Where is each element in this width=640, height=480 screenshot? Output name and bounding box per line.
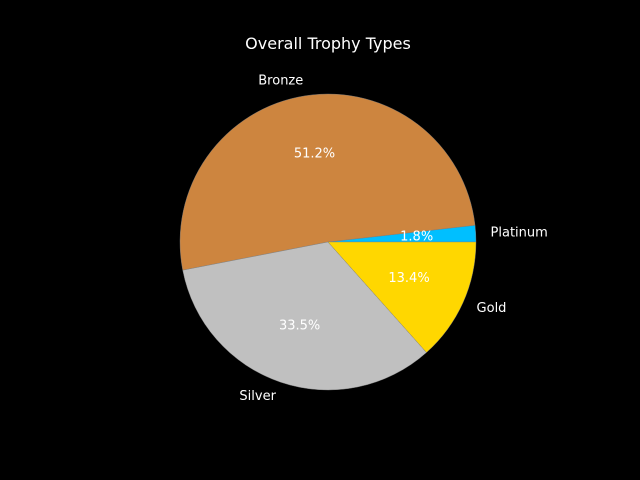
slice-percent-platinum: 1.8% <box>400 229 433 244</box>
slice-label-gold: Gold <box>477 301 507 316</box>
pie-slice-silver <box>182 241 427 391</box>
chart-title: Overall Trophy Types <box>245 34 411 53</box>
slice-percent-bronze: 51.2% <box>294 147 335 162</box>
pie-labels: Platinum 1.8% Bronze 51.2% Silver 33.5% Gold 13… <box>239 74 547 404</box>
slice-percent-gold: 13.4% <box>388 271 429 286</box>
slice-percent-silver: 33.5% <box>279 319 320 334</box>
slice-label-silver: Silver <box>239 389 276 404</box>
slice-label-platinum: Platinum <box>491 225 548 240</box>
pie-slices <box>179 93 477 391</box>
pie-slice-gold <box>327 241 477 353</box>
pie-slice-bronze <box>179 93 476 271</box>
slice-label-bronze: Bronze <box>258 74 303 89</box>
